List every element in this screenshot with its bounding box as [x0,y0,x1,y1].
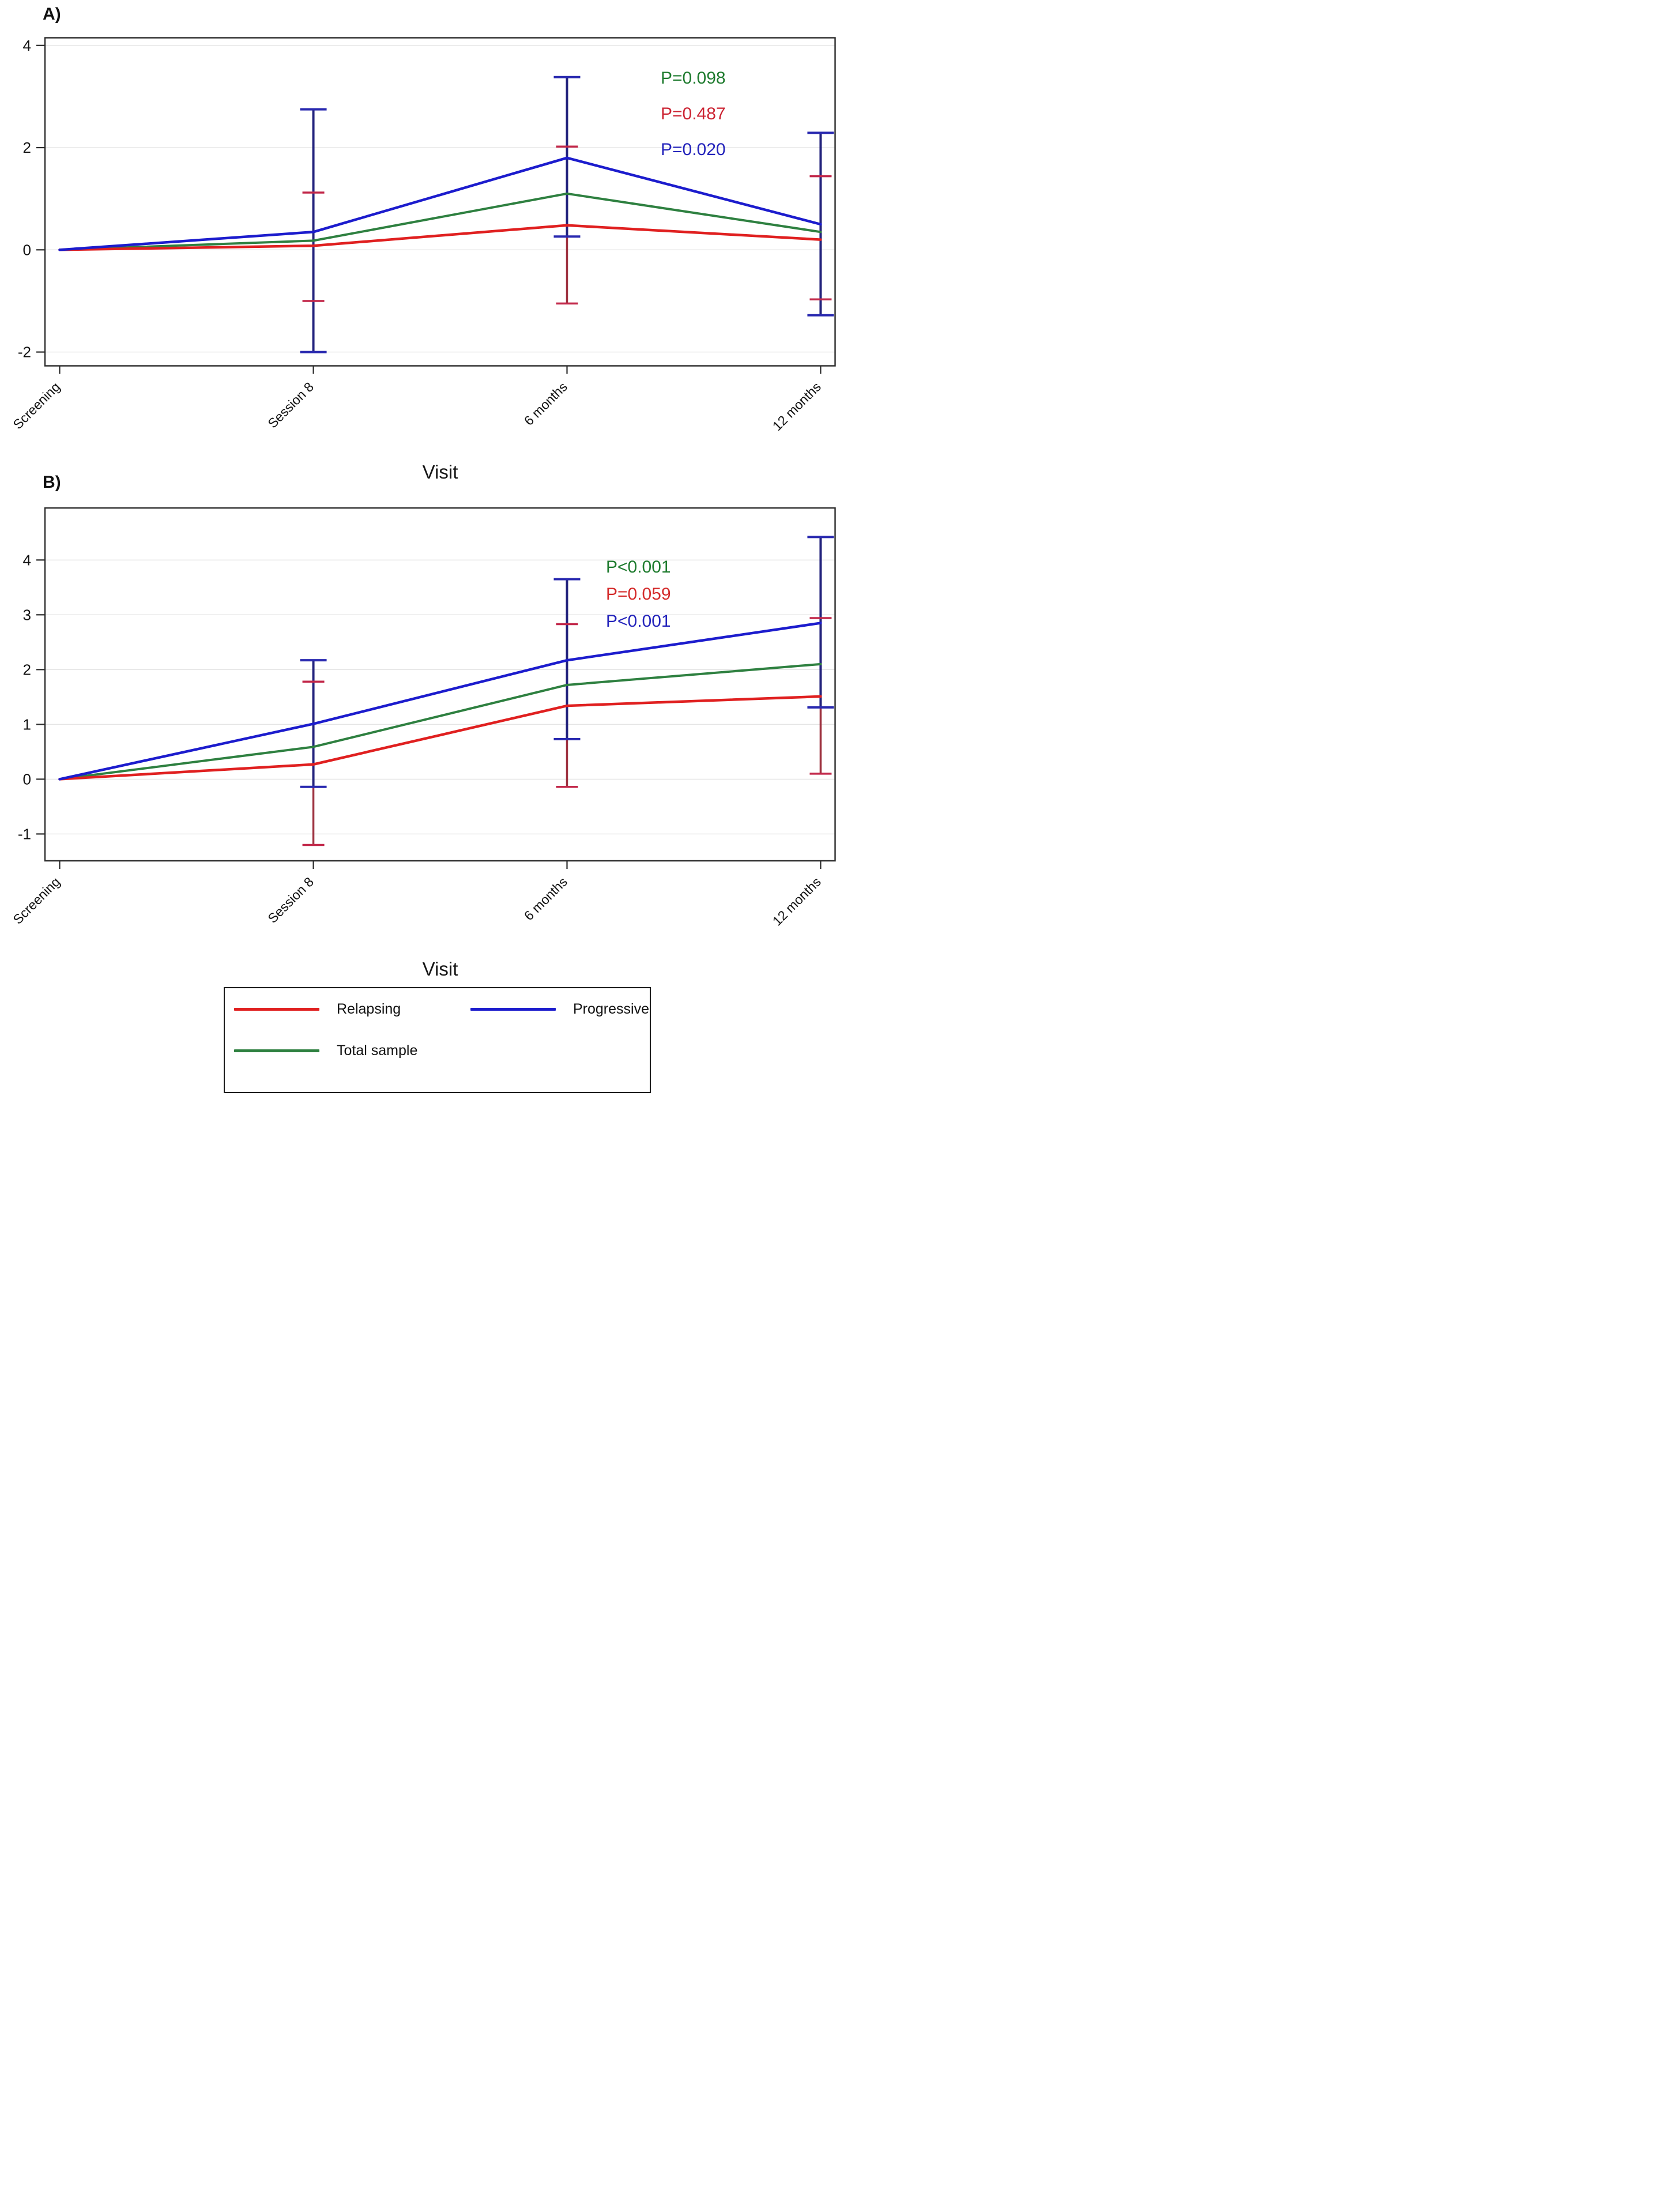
total-sample-line [58,662,822,781]
progressive-line [58,622,822,781]
pvalue-total: P<0.001 [606,558,671,577]
y-tick-label: 2 [23,139,31,156]
panel-b-x-axis-title: Visit [422,958,458,980]
progressive-line [58,156,822,251]
pvalue-relapsing: P=0.487 [661,104,726,123]
y-tick-label: -1 [18,825,31,842]
panel-a-label: A) [43,5,61,24]
progressive-line-swatch-icon [470,1007,556,1011]
legend-item-total-sample: Total sample [234,1041,417,1060]
y-tick-label: 0 [23,770,31,788]
x-tick-label: Session 8 [265,379,317,431]
plot-border [44,37,836,367]
plot-border [44,507,836,862]
panel-a-pvalues: P=0.098 P=0.487 P=0.020 [661,69,726,159]
x-tick-label: 6 months [521,874,570,923]
relapsing-line [58,695,822,781]
x-tick-label: Screening [10,874,63,927]
legend-label: Progressive [573,1000,649,1017]
x-tick-label: Session 8 [265,874,317,926]
panel-a-x-axis-title: Visit [422,461,458,483]
y-tick-label: -2 [18,344,31,361]
legend-box: Relapsing Progressive Total sample [224,987,651,1093]
panel-b-label: B) [43,473,61,492]
x-tick-label: 6 months [521,379,570,428]
y-tick-label: 0 [23,241,31,258]
relapsing-line [58,224,822,251]
legend-label: Relapsing [337,1000,401,1017]
legend-item-relapsing: Relapsing [234,1000,401,1018]
pvalue-progressive: P=0.020 [661,140,726,159]
pvalue-relapsing: P=0.059 [606,585,671,604]
total-sample-line-swatch-icon [234,1049,319,1052]
figure-page: -2 0 2 4 Screening Session 8 6 months 12 months… [0,0,840,1098]
relapsing-line-swatch-icon [234,1007,319,1011]
pvalue-total: P=0.098 [661,69,726,88]
x-tick-label: Screening [10,379,63,432]
y-tick-label: 4 [23,551,31,568]
charts-canvas: -2 0 2 4 Screening Session 8 6 months 12 months… [10,37,836,928]
x-tick-label: 12 months [770,874,824,928]
y-tick-label: 1 [23,716,31,733]
panel-b-pvalues: P<0.001 P=0.059 P<0.001 [606,558,671,631]
pvalue-progressive: P<0.001 [606,612,671,631]
y-tick-label: 3 [23,606,31,623]
legend-item-progressive: Progressive [470,1000,649,1018]
legend-label: Total sample [337,1042,418,1059]
y-tick-label: 4 [23,37,31,54]
x-tick-label: 12 months [770,379,824,434]
total-sample-line [58,192,822,251]
y-tick-label: 2 [23,661,31,678]
